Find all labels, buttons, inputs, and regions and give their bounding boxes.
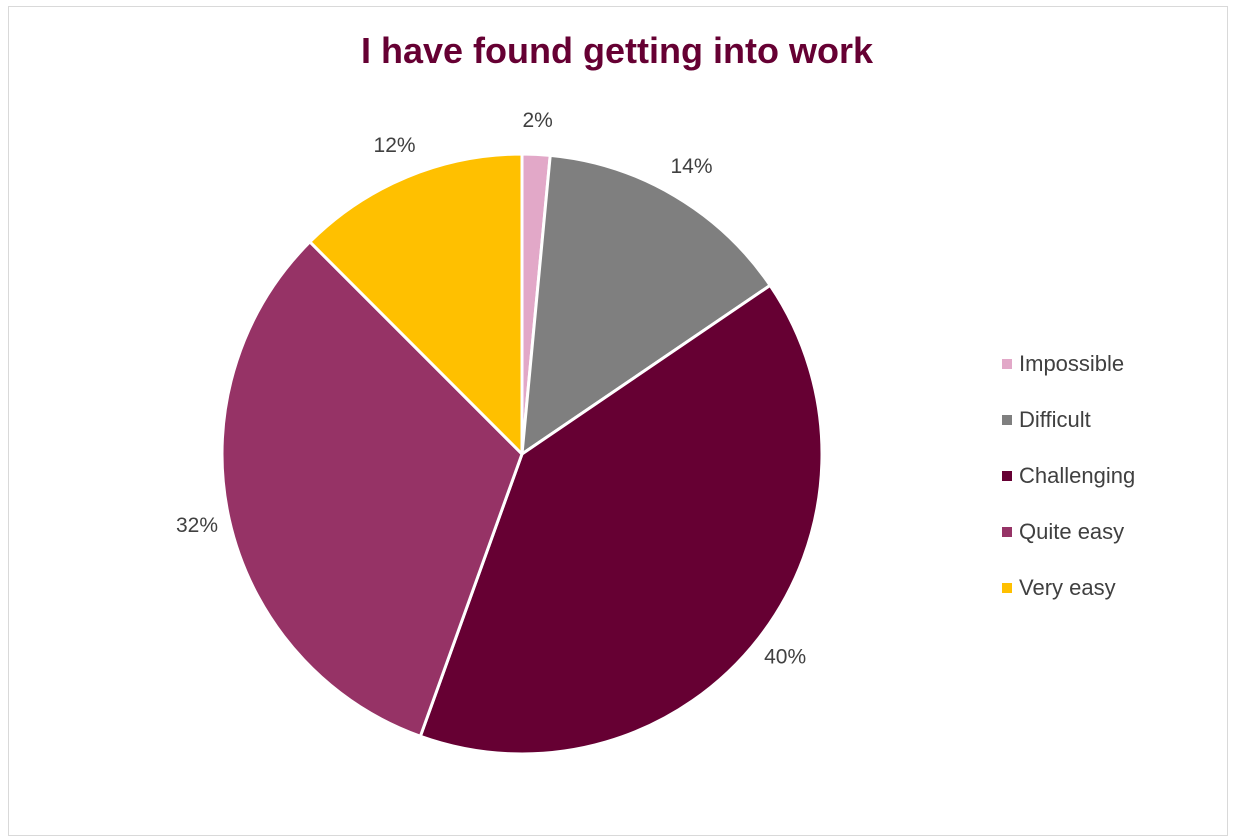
legend-swatch-quite-easy [1002,527,1012,537]
legend-item-impossible: Impossible [1002,336,1135,392]
slice-challenging [418,283,824,756]
legend-label-very-easy: Very easy [1019,575,1116,600]
legend-swatch-difficult [1002,415,1012,425]
legend-swatch-challenging [1002,471,1012,481]
data-label-impossible: 2% [523,109,553,132]
legend-swatch-very-easy [1002,583,1012,593]
slice-very-easy [308,152,524,456]
chart-title: I have found getting into work [361,30,873,71]
legend-label-challenging: Challenging [1019,463,1136,488]
pie-slices [220,152,824,756]
data-labels: 2% 14% 40% 32% 12% [176,109,806,669]
legend-swatch-impossible [1002,359,1012,369]
legend-item-very-easy: Very easy [1002,560,1135,616]
data-label-challenging: 40% [764,646,806,669]
legend-label-difficult: Difficult [1019,407,1091,432]
slice-quite-easy [220,240,524,738]
legend: Impossible Difficult Challenging Quite easy… [1002,336,1135,616]
legend-label-quite-easy: Quite easy [1019,519,1125,544]
legend-item-challenging: Challenging [1002,448,1135,504]
legend-label-impossible: Impossible [1019,351,1125,376]
legend-item-quite-easy: Quite easy [1002,504,1135,560]
legend-item-difficult: Difficult [1002,392,1135,448]
slice-difficult [520,153,772,456]
data-label-difficult: 14% [670,155,712,178]
data-label-very-easy: 12% [374,134,416,157]
data-label-quite-easy: 32% [176,514,218,537]
